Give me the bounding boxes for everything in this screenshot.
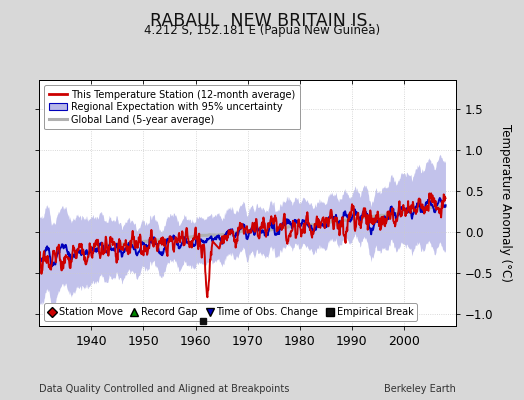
Text: 4.212 S, 152.181 E (Papua New Guinea): 4.212 S, 152.181 E (Papua New Guinea) xyxy=(144,24,380,37)
Text: RABAUL  NEW BRITAIN IS.: RABAUL NEW BRITAIN IS. xyxy=(150,12,374,30)
Y-axis label: Temperature Anomaly (°C): Temperature Anomaly (°C) xyxy=(499,124,512,282)
Legend: Station Move, Record Gap, Time of Obs. Change, Empirical Break: Station Move, Record Gap, Time of Obs. C… xyxy=(44,303,417,321)
Text: Data Quality Controlled and Aligned at Breakpoints: Data Quality Controlled and Aligned at B… xyxy=(39,384,290,394)
Text: Berkeley Earth: Berkeley Earth xyxy=(384,384,456,394)
